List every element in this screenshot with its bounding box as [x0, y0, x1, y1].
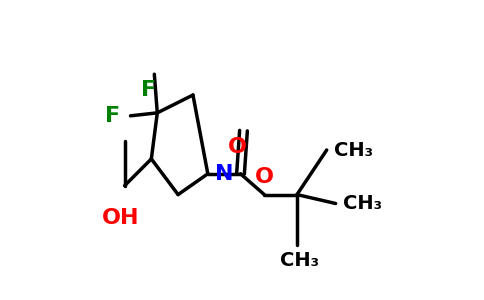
- Text: F: F: [141, 80, 156, 100]
- Text: O: O: [255, 167, 274, 187]
- Text: F: F: [105, 106, 120, 126]
- Text: CH₃: CH₃: [280, 251, 319, 270]
- Text: OH: OH: [101, 208, 139, 228]
- Text: N: N: [215, 164, 234, 184]
- Text: CH₃: CH₃: [334, 140, 373, 160]
- Text: CH₃: CH₃: [343, 194, 382, 213]
- Text: O: O: [228, 136, 247, 157]
